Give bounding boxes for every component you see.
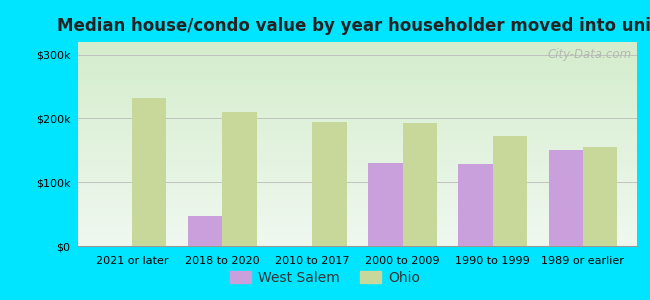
Bar xyxy=(549,150,583,246)
Bar xyxy=(402,123,437,246)
Bar xyxy=(369,163,402,246)
Text: City-Data.com: City-Data.com xyxy=(547,48,631,61)
Legend: West Salem, Ohio: West Salem, Ohio xyxy=(224,265,426,290)
Bar xyxy=(222,112,257,246)
Bar xyxy=(458,164,493,246)
Bar xyxy=(493,136,527,246)
Bar xyxy=(313,122,346,246)
Title: Median house/condo value by year householder moved into unit: Median house/condo value by year househo… xyxy=(57,17,650,35)
Bar xyxy=(132,98,166,246)
Bar xyxy=(188,216,222,246)
Bar xyxy=(583,147,617,246)
